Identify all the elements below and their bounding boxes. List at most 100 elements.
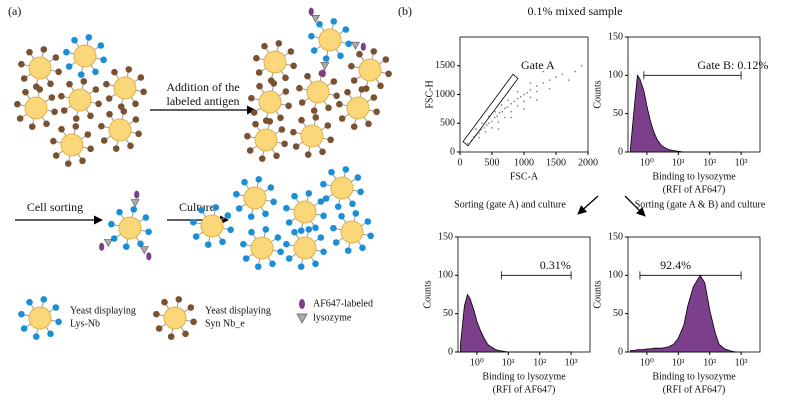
nanobody <box>125 66 133 73</box>
yeast-cell <box>293 200 317 224</box>
nanobody <box>167 333 175 340</box>
point <box>542 70 545 73</box>
point <box>513 100 516 103</box>
point <box>561 73 564 76</box>
nanobody <box>36 86 44 93</box>
nanobody <box>317 198 325 205</box>
panel-label: (b) <box>398 4 412 18</box>
legend-text: Yeast displaying <box>205 305 271 316</box>
nanobody <box>322 195 330 202</box>
x-tick-label: 0 <box>458 157 463 168</box>
nanobody <box>274 234 282 241</box>
nanobody <box>277 248 284 256</box>
lysozyme <box>311 15 321 23</box>
point <box>548 87 551 90</box>
y-tick-label: 0 <box>618 346 623 357</box>
x-tick-label: 1000 <box>514 157 534 168</box>
point <box>500 103 503 106</box>
point <box>516 90 519 93</box>
nanobody <box>64 160 72 167</box>
nanobody <box>291 228 298 236</box>
y-tick-label: 100 <box>608 70 623 81</box>
nanobody <box>80 78 88 85</box>
nanobody <box>328 168 335 176</box>
gate-label: 92.4% <box>660 258 691 272</box>
nanobody <box>342 26 350 33</box>
nanobody <box>135 130 142 138</box>
yeast-cell <box>340 220 364 244</box>
nanobody <box>312 114 320 121</box>
x-tick-label: 10⁰ <box>640 357 654 368</box>
point <box>491 126 493 129</box>
nanobody <box>175 296 183 303</box>
gate-label: Gate A <box>521 58 555 72</box>
x-tick-label: 500 <box>485 157 500 168</box>
nanobody <box>137 240 144 248</box>
point <box>481 122 484 125</box>
af647 <box>360 42 366 51</box>
nanobody <box>47 80 54 88</box>
point <box>484 130 487 133</box>
point <box>567 79 570 82</box>
nanobody <box>278 126 286 133</box>
nanobody <box>281 140 288 148</box>
nanobody <box>72 123 80 130</box>
yeast-cell <box>68 88 92 112</box>
nanobody <box>338 115 346 122</box>
point <box>519 95 522 98</box>
nanobody <box>320 212 327 220</box>
nanobody <box>310 107 318 114</box>
nanobody <box>224 212 232 219</box>
nanobody <box>40 296 48 303</box>
nanobody <box>16 115 24 122</box>
x-tick-label: 1500 <box>546 157 566 168</box>
point <box>494 110 497 113</box>
nanobody <box>344 247 352 254</box>
nanobody <box>298 99 306 106</box>
nanobody <box>198 206 205 214</box>
point <box>487 122 490 125</box>
nanobody <box>92 68 99 76</box>
nanobody <box>297 227 305 234</box>
nanobody <box>92 86 100 93</box>
point <box>510 102 513 105</box>
x-tick-label: 10² <box>703 357 716 368</box>
nanobody <box>100 56 107 64</box>
yeast-cell <box>28 56 52 80</box>
nanobody <box>357 188 364 196</box>
nanobody <box>43 120 50 128</box>
nanobody <box>290 128 297 136</box>
step-label: Addition of the <box>166 80 239 94</box>
nanobody <box>132 116 140 123</box>
nanobody <box>47 330 54 338</box>
nanobody <box>153 310 160 318</box>
nanobody <box>320 248 327 256</box>
y-axis-label: Counts <box>592 280 603 308</box>
nanobody <box>297 263 305 270</box>
nanobody <box>370 94 378 101</box>
nanobody <box>52 152 60 159</box>
nanobody <box>22 88 29 96</box>
yeast-cell <box>306 80 330 104</box>
point <box>548 79 551 82</box>
nanobody <box>55 68 62 76</box>
point <box>523 107 525 110</box>
yeast-cell <box>243 186 267 210</box>
x-axis-label: Binding to lysozyme <box>652 371 736 382</box>
nanobody <box>50 137 57 145</box>
x-tick-label: 2000 <box>578 157 598 168</box>
nanobody <box>14 100 21 108</box>
nanobody <box>285 219 293 226</box>
y-tick-label: 0 <box>450 146 455 157</box>
af647 <box>99 242 105 251</box>
nanobody <box>262 226 270 233</box>
nanobody <box>111 68 118 76</box>
nanobody <box>192 233 200 240</box>
histogram-area <box>460 293 572 353</box>
af647 <box>308 7 314 16</box>
y-tick-label: 150 <box>438 231 453 242</box>
y-tick-label: 1500 <box>435 60 455 71</box>
nanobody <box>358 86 366 93</box>
nanobody <box>330 18 338 25</box>
